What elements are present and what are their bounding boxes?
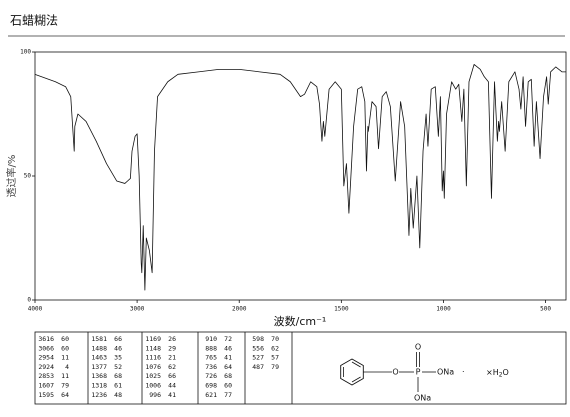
peak-wavenumber: 1488 [91, 344, 107, 352]
atom-label: P [416, 368, 421, 377]
hydrate-subscript: 2 [499, 371, 503, 378]
peak-wavenumber: 1076 [145, 363, 161, 371]
peak-transmittance: 29 [168, 344, 176, 352]
hydrate-label: ×H2O [486, 368, 509, 379]
peak-wavenumber: 3616 [38, 335, 54, 343]
peak-wavenumber: 556 [252, 344, 264, 352]
peak-transmittance: 21 [168, 354, 176, 362]
peak-transmittance: 62 [271, 344, 279, 352]
peak-wavenumber: 598 [252, 335, 264, 343]
peak-transmittance: 46 [224, 344, 232, 352]
peak-transmittance: 79 [271, 363, 279, 371]
plot-frame [34, 51, 567, 301]
peak-transmittance: 46 [114, 344, 122, 352]
peak-wavenumber: 698 [205, 382, 217, 390]
peak-transmittance: 60 [61, 344, 69, 352]
peak-transmittance: 68 [224, 372, 232, 380]
peak-wavenumber: 1236 [91, 391, 107, 399]
peak-transmittance: 11 [61, 372, 69, 380]
peak-wavenumber: 1607 [38, 382, 54, 390]
peak-wavenumber: 1169 [145, 335, 161, 343]
peak-wavenumber: 621 [205, 391, 217, 399]
y-tick-label: 50 [24, 173, 32, 180]
peak-transmittance: 41 [224, 354, 232, 362]
peak-wavenumber: 2954 [38, 354, 54, 362]
y-tick-label: 100 [20, 49, 31, 56]
y-axis-label: 透过率/% [5, 155, 18, 198]
peak-wavenumber: 1377 [91, 363, 107, 371]
peak-transmittance: 4 [65, 363, 69, 371]
ring-double-bond [351, 361, 361, 368]
peak-transmittance: 64 [61, 391, 69, 399]
peak-transmittance: 68 [114, 372, 122, 380]
peak-transmittance: 61 [114, 382, 122, 390]
peak-wavenumber: 487 [252, 363, 264, 371]
chart-title: 石蜡糊法 [10, 13, 58, 28]
peak-transmittance: 57 [271, 354, 279, 362]
ring-double-bond [351, 376, 361, 383]
x-tick-label: 4000 [28, 306, 43, 313]
x-tick-label: 1500 [334, 306, 349, 313]
atom-label: O [392, 368, 398, 377]
spectrum-line [34, 64, 566, 291]
atom-label: O [415, 343, 421, 352]
peak-transmittance: 60 [61, 335, 69, 343]
peak-wavenumber: 888 [205, 344, 217, 352]
peak-wavenumber: 765 [205, 354, 217, 362]
peak-transmittance: 52 [114, 363, 122, 371]
peak-transmittance: 48 [114, 391, 122, 399]
atom-label: ONa [437, 368, 454, 377]
peak-wavenumber: 3066 [38, 344, 54, 352]
peak-transmittance: 77 [224, 391, 232, 399]
hydrate-part: O [503, 368, 509, 377]
peak-transmittance: 66 [114, 335, 122, 343]
peak-transmittance: 11 [61, 354, 69, 362]
peak-wavenumber: 2924 [38, 363, 54, 371]
y-tick-label: 0 [27, 297, 31, 304]
peak-transmittance: 44 [168, 382, 176, 390]
dot-label: · [462, 368, 465, 377]
peak-transmittance: 64 [224, 363, 232, 371]
peak-transmittance: 60 [224, 382, 232, 390]
x-tick-label: 500 [540, 306, 551, 313]
peak-wavenumber: 1318 [91, 382, 107, 390]
table-frame [34, 331, 567, 405]
structure: O P O ONa ONa · ×H2O [340, 343, 509, 403]
x-axis-label: 波数/cm⁻¹ [274, 315, 327, 328]
peak-wavenumber: 1148 [145, 344, 161, 352]
peak-wavenumber: 996 [149, 391, 161, 399]
peak-transmittance: 26 [168, 335, 176, 343]
peak-wavenumber: 1006 [145, 382, 161, 390]
x-tick-label: 2000 [232, 306, 247, 313]
peak-transmittance: 70 [271, 335, 279, 343]
x-tick-label: 1000 [436, 306, 451, 313]
peak-wavenumber: 1025 [145, 372, 161, 380]
peak-wavenumber: 1463 [91, 354, 107, 362]
peak-wavenumber: 1368 [91, 372, 107, 380]
peak-wavenumber: 910 [205, 335, 217, 343]
peak-wavenumber: 736 [205, 363, 217, 371]
peak-transmittance: 62 [168, 363, 176, 371]
peak-transmittance: 79 [61, 382, 69, 390]
peak-wavenumber: 527 [252, 354, 264, 362]
atom-label: ONa [414, 394, 431, 403]
peak-transmittance: 41 [168, 391, 176, 399]
peak-wavenumber: 1116 [145, 354, 161, 362]
peak-wavenumber: 1581 [91, 335, 107, 343]
peak-wavenumber: 1595 [38, 391, 54, 399]
peak-wavenumber: 726 [205, 372, 217, 380]
peak-transmittance: 72 [224, 335, 232, 343]
benzene-ring [340, 358, 364, 386]
peak-wavenumber: 2853 [38, 372, 54, 380]
peak-transmittance: 35 [114, 354, 122, 362]
hydrate-part: ×H [486, 368, 499, 377]
peak-transmittance: 66 [168, 372, 176, 380]
x-tick-label: 3000 [130, 306, 145, 313]
